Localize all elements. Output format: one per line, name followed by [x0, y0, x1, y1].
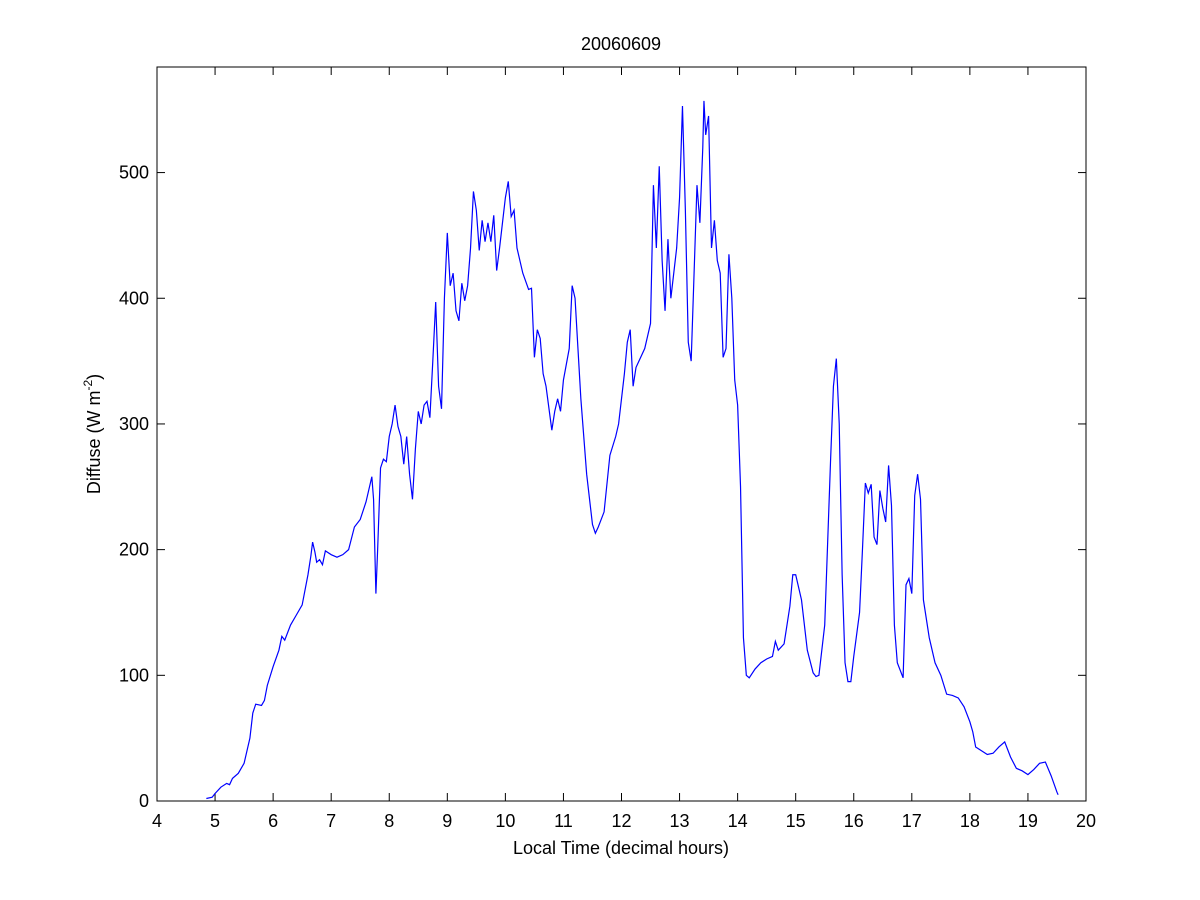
x-tick-label: 7: [326, 811, 336, 831]
x-tick-label: 11: [554, 811, 573, 831]
x-tick-label: 14: [728, 811, 748, 831]
data-line: [206, 100, 1059, 800]
x-tick-label: 4: [152, 811, 162, 831]
x-tick-label: 6: [268, 811, 278, 831]
x-tick-label: 8: [384, 811, 394, 831]
x-axis-label: Local Time (decimal hours): [513, 838, 729, 858]
y-tick-label: 0: [139, 791, 149, 811]
x-tick-label: 19: [1018, 811, 1038, 831]
chart-title: 20060609: [581, 34, 661, 54]
x-tick-label: 15: [786, 811, 806, 831]
x-tick-label: 20: [1076, 811, 1096, 831]
x-tick-label: 16: [844, 811, 864, 831]
y-tick-label: 300: [119, 414, 149, 434]
y-axis-label-text: Diffuse (W m: [84, 390, 104, 494]
x-tick-label: 17: [902, 811, 922, 831]
x-tick-label: 18: [960, 811, 980, 831]
y-axis-label-end: ): [84, 374, 104, 380]
x-tick-label: 5: [210, 811, 220, 831]
y-axis-label-superscript: -2: [81, 379, 95, 390]
x-tick-label: 13: [670, 811, 690, 831]
x-tick-label: 9: [442, 811, 452, 831]
y-tick-label: 400: [119, 288, 149, 308]
y-tick-label: 100: [119, 665, 149, 685]
y-axis-label: Diffuse (W m-2): [81, 374, 104, 494]
y-tick-label: 500: [119, 163, 149, 183]
x-tick-label: 10: [495, 811, 515, 831]
y-tick-label: 200: [119, 540, 149, 560]
x-tick-label: 12: [611, 811, 631, 831]
